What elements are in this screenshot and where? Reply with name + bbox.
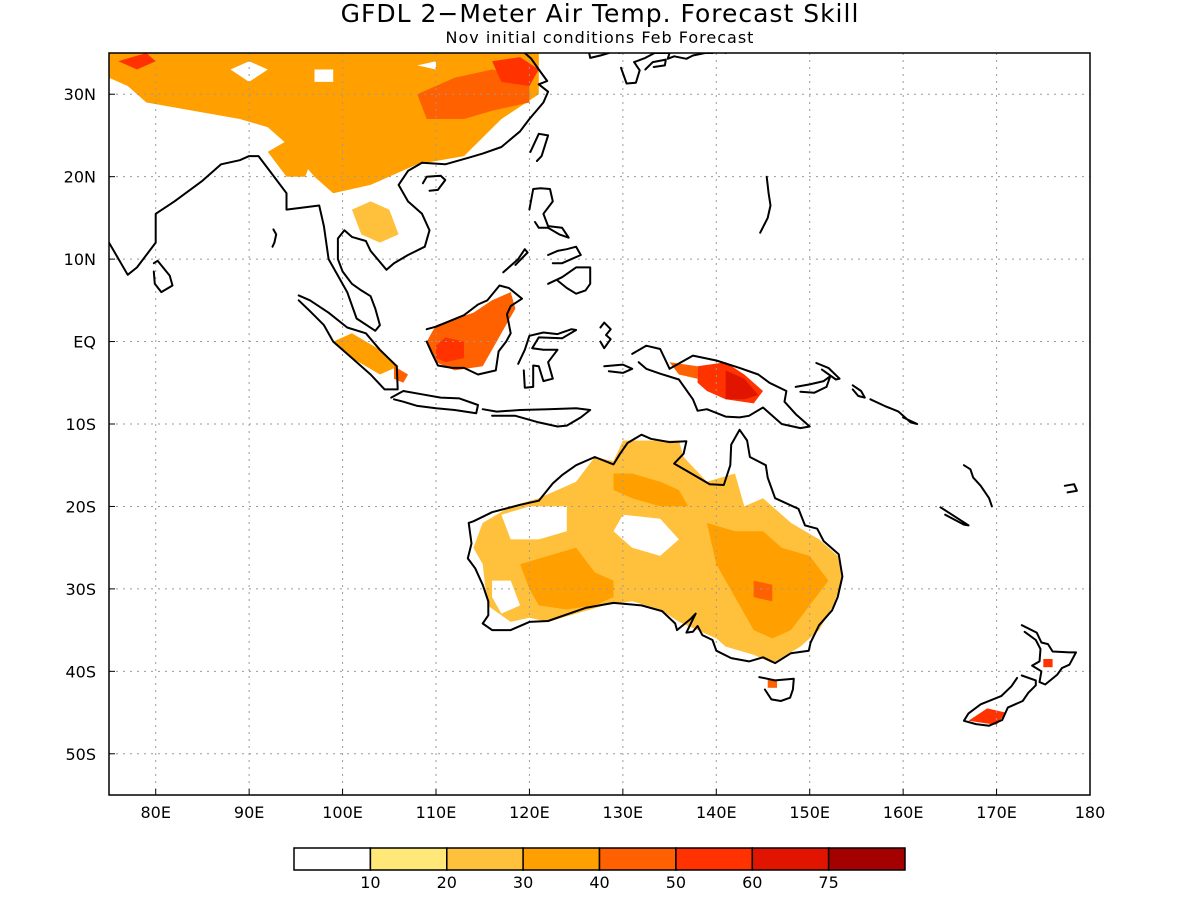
coastline — [152, 259, 174, 294]
x-tick-label: 80E — [140, 803, 170, 822]
colorbar-label: 50 — [666, 873, 686, 892]
colorbar-swatch — [369, 847, 448, 871]
skill-region — [520, 547, 614, 610]
coastline — [939, 506, 970, 527]
coastline — [271, 228, 278, 248]
colorbar-swatch — [293, 847, 372, 871]
y-tick-label: 50S — [65, 745, 96, 764]
coastline — [962, 674, 1037, 727]
colorbar-label: 75 — [818, 873, 838, 892]
x-tick-label: 150E — [789, 803, 830, 822]
skill-region — [613, 473, 689, 507]
y-tick-label: 10N — [64, 250, 96, 269]
coastline — [466, 428, 844, 665]
x-tick-label: 90E — [234, 803, 264, 822]
skill-region — [492, 580, 521, 614]
coastline — [481, 407, 592, 428]
coastline — [547, 266, 592, 295]
coastline — [425, 284, 523, 376]
skill-region — [417, 61, 436, 70]
axis-tick-labels: 80E 90E 100E 110E 120E 130E 140E 150E 160E 170E 18… — [64, 85, 1106, 822]
coastline — [758, 676, 795, 702]
colorbar-swatch — [446, 847, 524, 871]
skill-region — [267, 135, 315, 177]
y-tick-label: 40S — [65, 662, 96, 681]
colorbar: 10 20 30 40 50 60 75 — [293, 847, 906, 892]
coastline — [1020, 624, 1077, 686]
coastline — [815, 362, 841, 381]
coastline — [1063, 483, 1078, 494]
colorbar-swatch — [522, 847, 601, 871]
coastline — [962, 464, 993, 508]
y-tick-label: 20S — [65, 497, 96, 516]
colorbar-label: 40 — [589, 873, 609, 892]
skill-region — [725, 370, 759, 400]
x-tick-label: 130E — [603, 803, 644, 822]
skill-region — [767, 679, 777, 688]
coastline — [547, 245, 582, 265]
y-tick-label: 30N — [64, 85, 96, 104]
coastline — [502, 248, 529, 274]
x-tick-label: 140E — [696, 803, 737, 822]
colorbar-swatch — [675, 847, 754, 871]
coastline — [529, 132, 550, 162]
lat-lon-grid — [109, 53, 1090, 795]
colorbar-label: 30 — [513, 873, 533, 892]
x-tick-label: 170E — [976, 803, 1017, 822]
coastline — [869, 398, 919, 425]
x-tick-label: 100E — [322, 803, 363, 822]
y-tick-label: 20N — [64, 168, 96, 187]
y-tick-label: 30S — [65, 580, 96, 599]
skill-region — [118, 53, 156, 70]
colorbar-label: 20 — [437, 873, 457, 892]
x-tick-label: 120E — [509, 803, 550, 822]
coastline — [603, 363, 634, 374]
skill-region — [230, 61, 268, 82]
skill-region — [436, 337, 464, 363]
coastline — [759, 175, 772, 234]
coastline — [644, 58, 667, 71]
skill-region — [333, 333, 399, 375]
skill-region — [669, 362, 698, 379]
skill-region — [492, 57, 539, 86]
coastline — [851, 384, 866, 399]
coastline — [297, 294, 399, 391]
colorbar-label: 10 — [360, 873, 380, 892]
skill-region — [613, 514, 679, 556]
x-tick-label: 180 — [1075, 803, 1106, 822]
skill-region — [968, 708, 1006, 725]
skill-region — [753, 580, 773, 602]
coastline — [588, 53, 621, 59]
skill-region — [501, 506, 567, 540]
coastline — [109, 53, 550, 332]
x-tick-label: 160E — [883, 803, 924, 822]
colorbar-swatch — [751, 847, 830, 871]
coastline — [528, 187, 570, 239]
skill-region — [351, 201, 399, 243]
coastline — [599, 321, 612, 350]
map-subtitle: Nov initial conditions Feb Forecast — [445, 28, 755, 47]
skill-region — [706, 522, 829, 639]
coastline — [421, 174, 447, 192]
coastline — [517, 328, 578, 389]
coastline-layer — [109, 53, 1078, 727]
coastline — [390, 390, 479, 415]
skill-shading-layer — [109, 53, 1053, 725]
colorbar-swatch — [598, 847, 677, 871]
coastline — [631, 344, 811, 430]
skill-region — [1043, 659, 1053, 668]
x-tick-label: 110E — [416, 803, 457, 822]
skill-region — [314, 69, 334, 82]
colorbar-swatch — [827, 847, 906, 871]
colorbar-label: 60 — [742, 873, 762, 892]
coastline — [620, 53, 727, 85]
coastline — [794, 375, 832, 394]
map-title: GFDL 2−Meter Air Temp. Forecast Skill — [340, 0, 860, 28]
y-tick-label: EQ — [73, 333, 96, 352]
y-tick-label: 10S — [65, 415, 96, 434]
